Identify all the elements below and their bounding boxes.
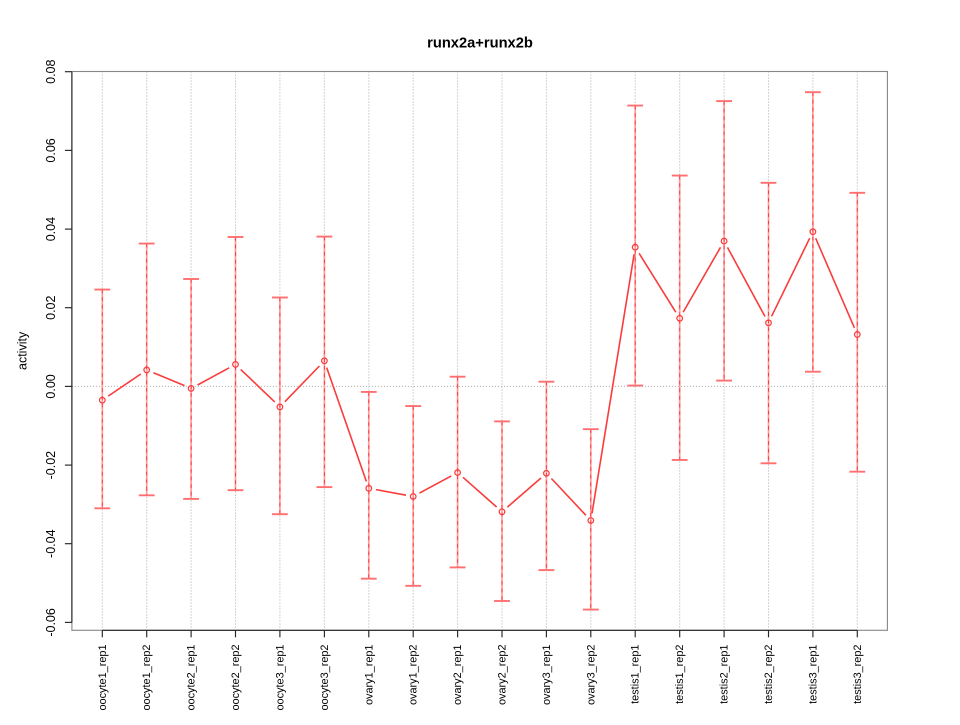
svg-text:ovary3_rep2: ovary3_rep2	[585, 645, 597, 706]
svg-text:-0.06: -0.06	[44, 608, 58, 637]
svg-text:activity: activity	[15, 331, 29, 370]
svg-text:testis3_rep1: testis3_rep1	[807, 645, 819, 704]
svg-text:ovary3_rep1: ovary3_rep1	[541, 645, 553, 706]
svg-text:0.08: 0.08	[44, 59, 58, 83]
svg-text:-0.02: -0.02	[44, 451, 58, 480]
svg-text:oocyte1_rep2: oocyte1_rep2	[141, 645, 153, 711]
svg-text:ovary2_rep1: ovary2_rep1	[452, 645, 464, 706]
svg-text:-0.04: -0.04	[44, 529, 58, 558]
svg-text:oocyte3_rep2: oocyte3_rep2	[319, 645, 331, 711]
svg-text:oocyte2_rep2: oocyte2_rep2	[230, 645, 242, 711]
svg-text:ovary1_rep2: ovary1_rep2	[408, 645, 420, 706]
svg-text:ovary1_rep1: ovary1_rep1	[363, 645, 375, 706]
svg-text:testis2_rep2: testis2_rep2	[763, 645, 775, 704]
svg-text:testis2_rep1: testis2_rep1	[719, 645, 731, 704]
svg-text:0.06: 0.06	[44, 138, 58, 162]
svg-text:oocyte3_rep1: oocyte3_rep1	[274, 645, 286, 711]
svg-text:oocyte1_rep1: oocyte1_rep1	[97, 645, 109, 711]
svg-text:testis1_rep2: testis1_rep2	[674, 645, 686, 704]
svg-text:testis1_rep1: testis1_rep1	[630, 645, 642, 704]
svg-text:oocyte2_rep1: oocyte2_rep1	[186, 645, 198, 711]
svg-text:0.02: 0.02	[44, 295, 58, 319]
svg-text:runx2a+runx2b: runx2a+runx2b	[427, 36, 533, 52]
svg-text:0.00: 0.00	[44, 374, 58, 398]
svg-text:ovary2_rep2: ovary2_rep2	[497, 645, 509, 706]
svg-text:testis3_rep2: testis3_rep2	[852, 645, 864, 704]
svg-text:0.04: 0.04	[44, 217, 58, 241]
